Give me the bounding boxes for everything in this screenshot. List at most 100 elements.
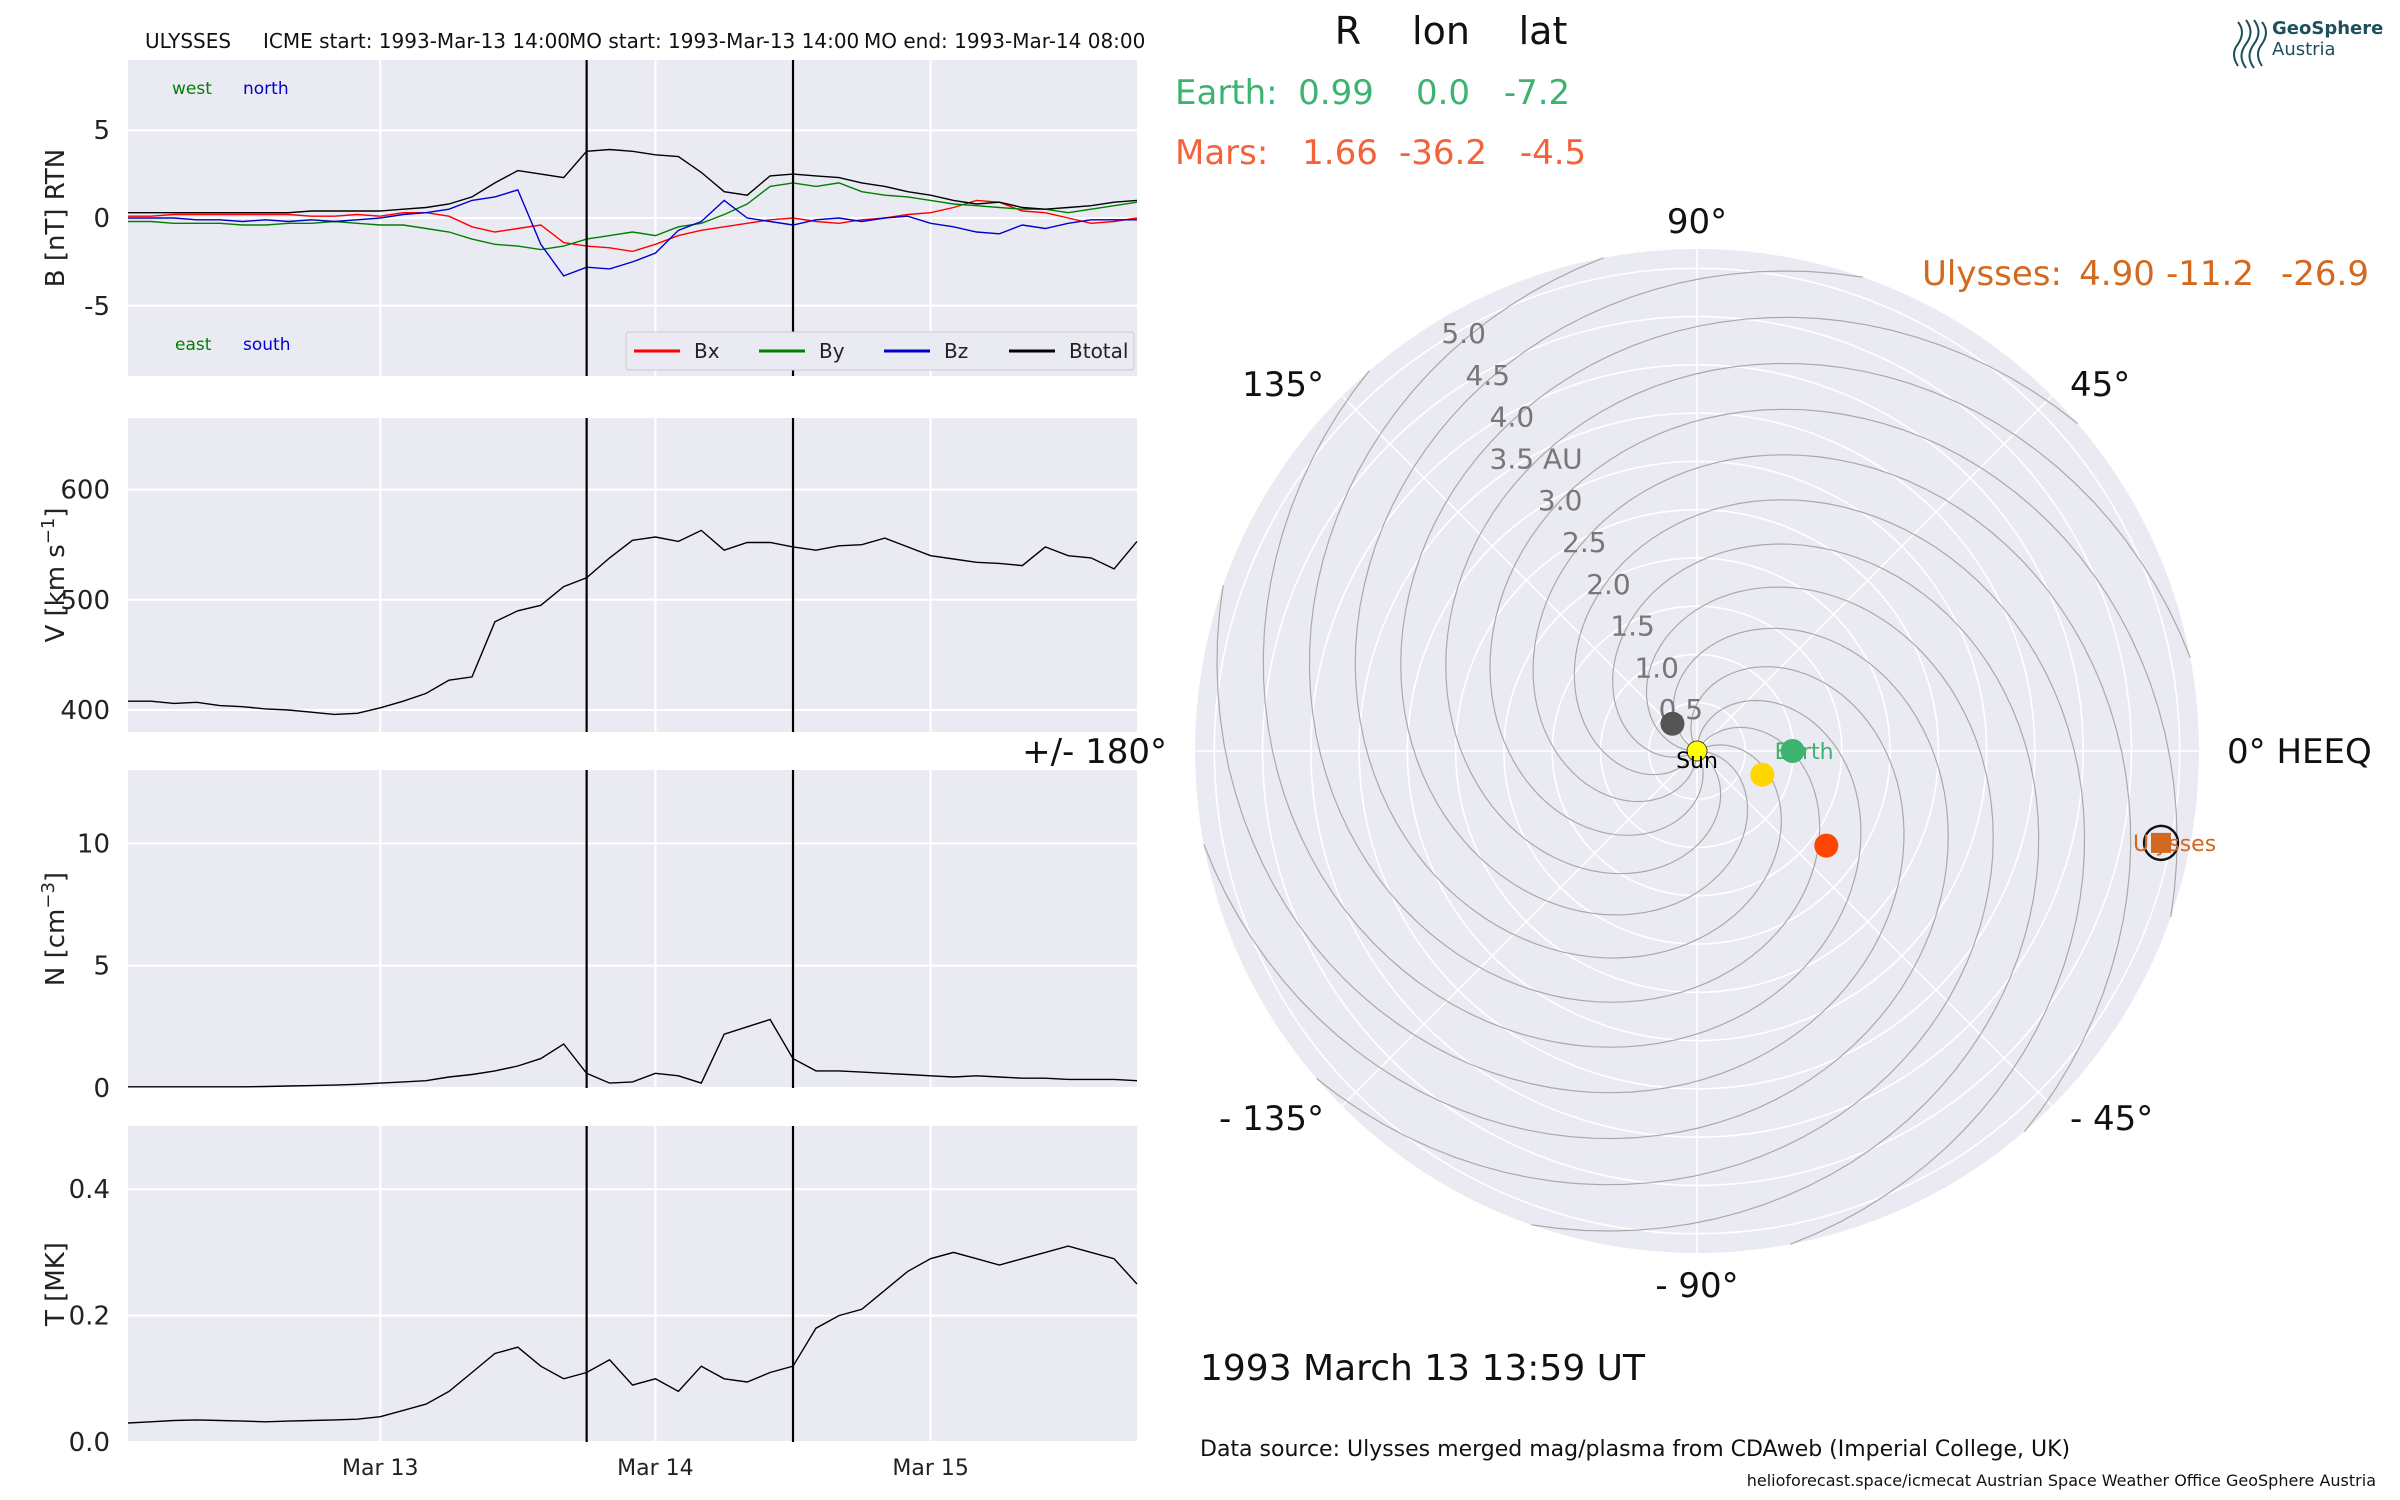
ulysses-marker	[2151, 832, 2172, 853]
x-tick-label: Mar 13	[342, 1456, 419, 1481]
mars-marker	[1814, 833, 1839, 858]
y-tick-label: 0.0	[69, 1428, 110, 1458]
legend: Bx By Bz Btotal	[625, 331, 1135, 371]
angle-label: 90°	[1667, 202, 1727, 242]
legend-label-by: By	[819, 339, 845, 363]
x-tick-label: Mar 14	[617, 1456, 694, 1481]
angular-gridline	[1696, 750, 2053, 1107]
radial-tick-label: 3.0	[1538, 484, 1583, 517]
legend-label-bz: Bz	[944, 339, 968, 363]
y-tick-label: 10	[77, 829, 110, 859]
header-r: R	[1335, 9, 1361, 53]
mars-lon: -36.2	[1399, 133, 1487, 173]
position-table: R lon lat Earth: 0.99 0.0 -7.2 Mars: 1.6…	[1175, 9, 2369, 294]
angle-label: - 45°	[2070, 1099, 2153, 1139]
y-axis-label: B [nT] RTN	[41, 149, 71, 288]
earth-r: 0.99	[1298, 73, 1374, 113]
parker-spiral-line	[1354, 270, 1863, 959]
y-tick-label: 5	[93, 116, 110, 146]
radial-tick-label: 4.5	[1466, 359, 1511, 392]
parker-spiral-line	[1531, 543, 2040, 1232]
ulysses-lon: -11.2	[2166, 254, 2254, 294]
ulysses-label: Ulysses:	[1922, 254, 2062, 294]
parker-spiral-line	[1316, 586, 1994, 1186]
logo-line2: Austria	[2272, 39, 2336, 60]
header-lon: lon	[1412, 9, 1470, 53]
series-line-bz	[128, 189, 1137, 277]
series-line-btotal	[128, 148, 1138, 214]
panel-T: 0.0 0.2 0.4 T [MK] Mar 13 Mar 14 Mar 15	[41, 1126, 1138, 1481]
earth-lat: -7.2	[1504, 73, 1570, 113]
mars-label: Mars:	[1175, 133, 1268, 173]
parker-spiral-line	[1445, 362, 2191, 875]
angle-label: 45°	[2070, 365, 2130, 405]
logo-line1: GeoSphere	[2272, 18, 2383, 39]
ulysses-marker-ring	[2142, 824, 2180, 862]
radial-tick-label: 2.5	[1562, 526, 1607, 559]
geosphere-logo: GeoSphere Austria	[2233, 18, 2383, 69]
parker-spiral-line	[1532, 454, 2132, 1132]
legend-box	[625, 331, 1135, 371]
legend-label-btotal: Btotal	[1069, 339, 1128, 363]
radial-tick-label: 4.0	[1490, 401, 1535, 434]
angular-gridline	[1341, 750, 1698, 1107]
series-line-by	[128, 182, 1138, 251]
angular-gridline	[1341, 395, 1698, 752]
mars-r: 1.66	[1302, 133, 1378, 173]
series-line-v	[128, 529, 1138, 716]
mercury-marker	[1660, 711, 1685, 736]
parker-spiral-line	[1262, 370, 1862, 1048]
timestamp: 1993 March 13 13:59 UT	[1200, 1348, 1646, 1389]
radial-tick-label: 3.5 AU	[1490, 442, 1583, 475]
header-lat: lat	[1519, 9, 1568, 53]
direction-label-north: north	[243, 79, 289, 99]
angular-gridline	[1696, 395, 2053, 752]
y-tick-label: -5	[84, 292, 110, 322]
angle-label: 135°	[1242, 365, 1324, 405]
angle-label: - 90°	[1655, 1266, 1738, 1306]
parker-spiral-line	[1489, 408, 2178, 917]
x-tick-label: Mar 15	[892, 1456, 969, 1481]
polar-position-plot: 0.51.01.52.02.53.03.5 AU4.04.55.00° HEEQ…	[1022, 202, 2372, 1306]
mars-lat: -4.5	[1520, 133, 1586, 173]
mo-start-label: MO start: 1993-Mar-13 14:00	[569, 29, 859, 53]
sun-marker	[1686, 740, 1708, 762]
earth-label: Earth:	[1175, 73, 1278, 113]
radial-tick-label: 2.0	[1586, 568, 1631, 601]
direction-label-east: east	[175, 335, 212, 355]
angle-label: 0° HEEQ	[2227, 732, 2372, 772]
parker-spiral-line	[1573, 499, 2086, 1245]
direction-label-west: west	[172, 79, 212, 99]
radial-tick-label: 5.0	[1441, 317, 1486, 350]
parker-spiral-line	[1308, 257, 1821, 1003]
sun-label: Sun	[1676, 749, 1718, 774]
y-axis-label: V [km s−1]	[38, 507, 71, 642]
panel-background	[128, 1126, 1137, 1442]
parker-spiral-line	[1203, 627, 1949, 1140]
y-tick-label: 0	[93, 1074, 110, 1104]
earth-marker	[1780, 739, 1805, 763]
mission-title: ULYSSES	[145, 29, 231, 53]
y-tick-label: 600	[60, 476, 110, 506]
y-axis-label: T [MK]	[41, 1242, 71, 1327]
logo-mark-icon	[2233, 19, 2267, 69]
data-source: Data source: Ulysses merged mag/plasma f…	[1200, 1437, 2070, 1462]
y-tick-label: 5	[93, 952, 110, 982]
panel-N: 0 5 10N [cm−3]	[38, 770, 1138, 1104]
parker-spiral-line	[1400, 316, 2078, 916]
y-tick-label: 0	[93, 204, 110, 234]
direction-label-south: south	[243, 335, 290, 355]
y-tick-label: 500	[60, 586, 110, 616]
y-tick-label: 400	[60, 696, 110, 726]
y-tick-label: 0.4	[69, 1175, 110, 1205]
credits: helioforecast.space/icmecat Austrian Spa…	[1747, 1471, 2376, 1490]
time-series-panels: -5 0 5 B [nT] RTN west north east south Bx By Bz Bt…	[38, 60, 1138, 1481]
ulysses-lat: -26.9	[2281, 254, 2369, 294]
radial-tick-label: 1.0	[1634, 651, 1679, 684]
ulysses-point-label: Ulysses	[2133, 832, 2216, 857]
panel-background	[128, 770, 1137, 1088]
y-tick-label: 0.2	[69, 1302, 110, 1332]
earth-lon: 0.0	[1416, 73, 1470, 113]
